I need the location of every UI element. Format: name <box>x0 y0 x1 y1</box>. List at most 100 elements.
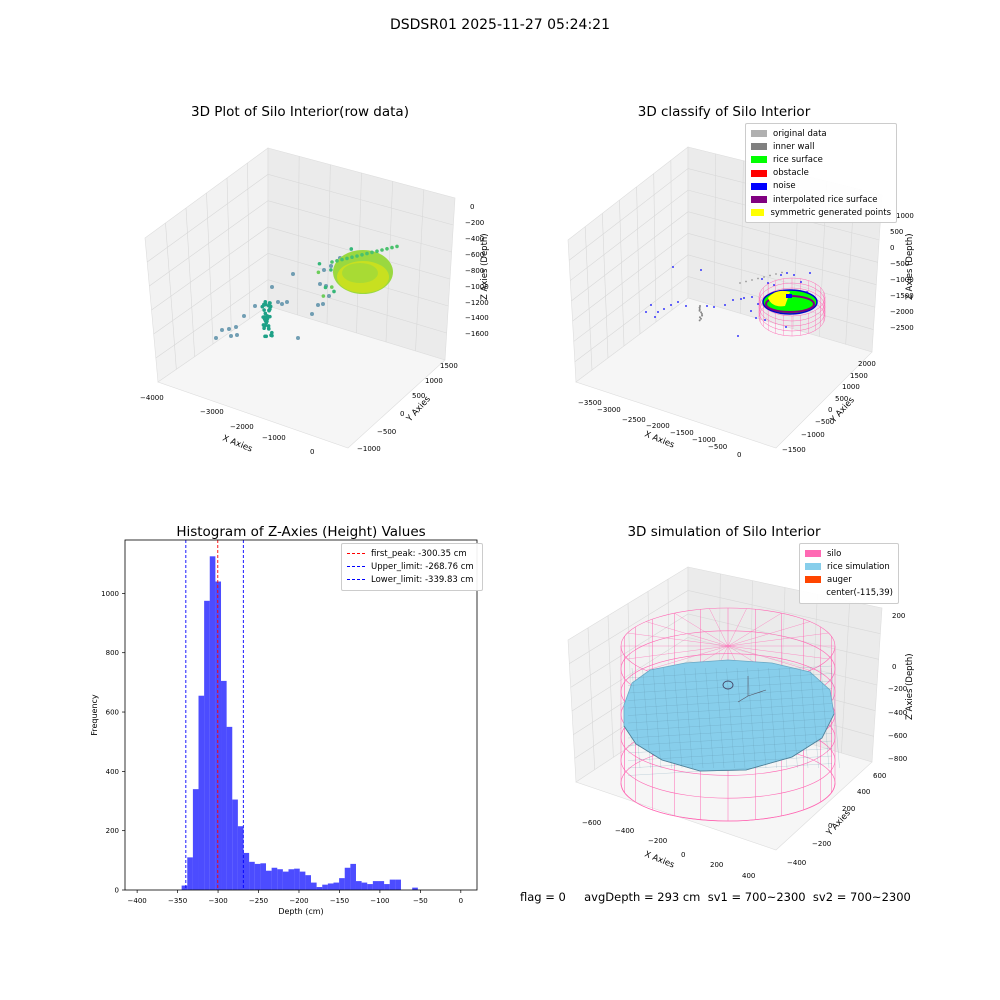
silo-front-ring <box>620 782 836 822</box>
histogram-bar <box>333 882 340 890</box>
data-point <box>318 282 322 286</box>
data-point <box>355 254 359 258</box>
legend-entry: first_peak: -300.35 cm <box>347 547 477 560</box>
raw-ztick: −400 <box>465 235 484 243</box>
simulation-ytick: 400 <box>857 788 870 796</box>
legend-entry: inner wall <box>751 140 891 153</box>
data-point <box>330 260 334 264</box>
data-point <box>390 245 394 250</box>
raw-ztick: −1400 <box>465 314 489 322</box>
noise-points <box>786 294 792 298</box>
data-point <box>385 247 389 251</box>
histogram-bar <box>355 881 362 890</box>
histogram-bar <box>395 879 401 890</box>
data-point <box>229 334 233 338</box>
gridline <box>415 189 425 352</box>
histogram-bar <box>389 879 396 890</box>
raw-xlabel: X Axies <box>221 434 254 455</box>
rice-mesh <box>627 665 833 679</box>
classify-ytick: 0 <box>828 406 832 414</box>
simulation-ztick: 200 <box>892 612 905 620</box>
histogram-bar <box>237 826 244 890</box>
gridline <box>713 153 717 306</box>
x-tick-label: −150 <box>330 897 349 905</box>
silo-wireframe <box>620 607 840 822</box>
legend-label: inner wall <box>773 141 815 152</box>
data-point <box>263 300 268 304</box>
histogram-bar <box>344 867 351 890</box>
raw-ytick: −500 <box>377 428 396 436</box>
gridline <box>574 276 874 362</box>
data-point <box>242 314 246 318</box>
data-point <box>220 328 224 332</box>
rice-mesh <box>631 667 641 769</box>
classify-plot-title: 3D classify of Silo Interior <box>637 104 811 120</box>
data-point <box>329 268 333 272</box>
noise-point <box>809 272 811 274</box>
original-point <box>751 279 753 281</box>
gridline <box>619 200 625 347</box>
histogram-legend: first_peak: -300.35 cm Upper_limit: -268.… <box>341 543 483 591</box>
histogram-bar <box>209 556 216 890</box>
classify-xtick: −2000 <box>646 422 670 430</box>
silo-spoke <box>727 621 811 647</box>
original-point <box>739 282 741 284</box>
simulation-ztick: −200 <box>888 685 907 693</box>
legend-label: Upper_limit: -268.76 cm <box>371 561 474 572</box>
inner-wall-point <box>698 309 701 312</box>
rice-mesh <box>627 688 833 701</box>
x-tick-label: −250 <box>249 897 268 905</box>
histogram-bar <box>288 869 295 890</box>
histogram-bar <box>294 868 300 890</box>
plot-area <box>125 540 477 890</box>
simulation-xtick: −200 <box>648 837 667 845</box>
histogram-bar <box>204 600 210 890</box>
gridline <box>841 601 850 754</box>
data-point <box>375 249 379 253</box>
raw-zlabel: Z Axies (Depth) <box>480 233 490 300</box>
legend-label: center(-115,39) <box>826 588 893 599</box>
inner-wall-point <box>698 306 701 309</box>
simulation-plot-title: 3D simulation of Silo Interior <box>627 524 821 540</box>
histogram-bar <box>254 863 261 890</box>
inner-wall-point <box>699 317 702 320</box>
data-point <box>264 315 269 319</box>
simulation-3d-plot: −600 −400 −200 0 200 400 −400 −200 0 200… <box>567 566 915 880</box>
histogram-bar <box>271 867 278 890</box>
legend-swatch <box>751 196 767 204</box>
gridline <box>155 279 447 359</box>
histogram-bar <box>367 884 373 890</box>
x-tick-label: −200 <box>289 897 308 905</box>
legend-entry: original data <box>751 127 891 140</box>
silo-spoke <box>727 632 829 647</box>
legend-swatch <box>805 590 820 597</box>
raw-ztick: −800 <box>465 267 484 275</box>
rice-mesh <box>726 667 735 769</box>
data-point <box>266 324 271 328</box>
data-point <box>395 244 399 249</box>
histogram-bar <box>232 799 238 890</box>
histogram-bar <box>181 885 188 890</box>
data-point <box>266 304 271 308</box>
classify-ztick: 0 <box>890 244 894 252</box>
classify-ztick: −500 <box>890 260 909 268</box>
simulation-ytick: −200 <box>812 840 831 848</box>
silo-spoke <box>645 621 729 647</box>
inner-wall-point <box>698 316 701 319</box>
simulation-xtick: 200 <box>710 861 723 869</box>
legend-label: interpolated rice surface <box>773 194 878 205</box>
gridline <box>636 186 641 335</box>
classify-ztick: −1000 <box>890 276 914 284</box>
data-point <box>266 326 271 331</box>
legend-label: auger <box>827 574 852 585</box>
histogram-bar <box>310 882 317 890</box>
noise-point <box>785 326 787 328</box>
x-tick-label: −50 <box>413 897 428 905</box>
data-point <box>350 255 354 259</box>
rice-mesh <box>627 755 833 769</box>
data-point <box>332 289 336 294</box>
data-point <box>327 294 331 298</box>
classify-xtick: −1500 <box>670 429 694 437</box>
gridline <box>584 226 593 371</box>
noise-point <box>663 308 665 310</box>
